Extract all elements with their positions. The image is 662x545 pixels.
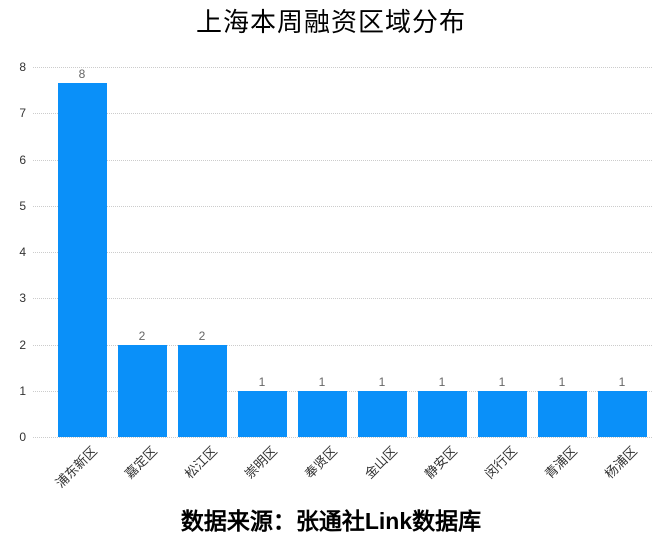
y-axis-tick-label: 7 xyxy=(19,106,26,121)
x-axis-label: 杨浦区 xyxy=(601,443,640,482)
bar-青浦区 xyxy=(537,390,587,437)
gridline xyxy=(33,252,652,253)
plot-area: 0 1 2 3 4 5 6 7 8 8 2 2 1 1 1 1 1 1 1 浦东新区 嘉定区 松江区 崇明区 奉贤区 金山区 静安… xyxy=(19,60,652,491)
bar-slot: 1 xyxy=(472,67,532,437)
gridline xyxy=(33,113,652,115)
bar-slot: 2 xyxy=(112,67,172,437)
bar-value-label: 1 xyxy=(618,374,626,389)
bar-value-label: 8 xyxy=(78,67,86,81)
bar-slot: 1 xyxy=(232,67,292,437)
bar-value-label: 1 xyxy=(558,374,566,389)
x-axis-label: 闵行区 xyxy=(481,443,520,482)
gridline xyxy=(33,67,652,68)
bar-value-label: 1 xyxy=(258,374,266,389)
y-axis-tick-label: 8 xyxy=(19,60,26,74)
gridline xyxy=(33,159,652,161)
bar-杨浦区 xyxy=(597,390,647,437)
y-axis-tick-label: 2 xyxy=(19,337,26,352)
y-axis-tick-label: 0 xyxy=(19,430,26,444)
y-axis-tick-label: 4 xyxy=(19,245,26,259)
gridline xyxy=(33,344,652,346)
bar-value-label: 2 xyxy=(138,328,146,343)
y-axis-tick-label: 5 xyxy=(19,198,26,213)
chart-title: 上海本周融资区域分布 xyxy=(195,7,466,37)
source-caption: 数据来源：张通社Link数据库 xyxy=(180,508,482,534)
y-axis-tick-label: 3 xyxy=(19,291,26,306)
x-axis-label: 浦东新区 xyxy=(52,443,100,491)
bars-group: 8 2 2 1 1 1 1 1 1 1 xyxy=(52,67,652,437)
bar-slot: 1 xyxy=(532,67,592,437)
x-axis-label: 嘉定区 xyxy=(121,443,160,482)
bar-静安区 xyxy=(417,390,467,437)
bar-嘉定区 xyxy=(117,344,167,437)
bar-slot: 8 xyxy=(52,67,112,437)
x-axis-label: 金山区 xyxy=(361,443,400,482)
y-axis-tick-label: 1 xyxy=(19,383,26,398)
bar-slot: 1 xyxy=(412,67,472,437)
bar-slot: 1 xyxy=(592,67,652,437)
bar-金山区 xyxy=(357,390,407,437)
bar-浦东新区 xyxy=(57,83,107,437)
bar-奉贤区 xyxy=(297,390,347,437)
bar-崇明区 xyxy=(237,390,287,437)
bar-闵行区 xyxy=(477,390,527,437)
bar-value-label: 1 xyxy=(438,374,446,389)
bar-value-label: 1 xyxy=(318,374,326,389)
x-axis-label: 松江区 xyxy=(181,443,220,482)
x-axis-label: 青浦区 xyxy=(541,443,580,482)
bar-slot: 1 xyxy=(352,67,412,437)
bar-value-label: 1 xyxy=(378,374,386,389)
bar-slot: 2 xyxy=(172,67,232,437)
gridline xyxy=(33,298,652,300)
y-axis-tick-label: 6 xyxy=(19,152,26,167)
gridline xyxy=(33,205,652,207)
bar-value-label: 2 xyxy=(198,328,206,343)
x-axis-label: 奉贤区 xyxy=(301,443,340,482)
x-axis-label: 崇明区 xyxy=(241,443,280,482)
x-axis-label: 静安区 xyxy=(421,443,460,482)
gridline xyxy=(33,437,652,438)
bar-slot: 1 xyxy=(292,67,352,437)
bar-value-label: 1 xyxy=(498,374,506,389)
bar-松江区 xyxy=(177,344,227,437)
